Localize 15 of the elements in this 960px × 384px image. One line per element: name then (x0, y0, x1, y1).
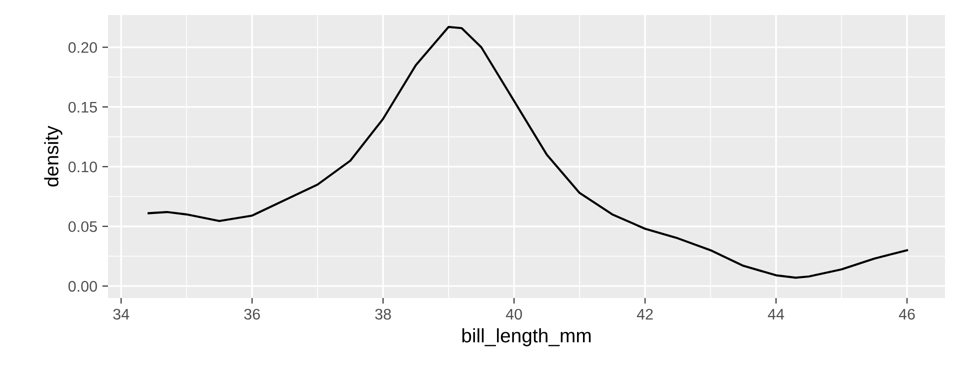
y-tick-label: 0.15 (68, 102, 97, 113)
x-tick-label: 34 (113, 308, 130, 320)
x-tick-label: 44 (768, 308, 784, 320)
line-series (148, 26, 908, 279)
x-tick-label: 40 (506, 308, 522, 320)
x-tick-label: 46 (898, 308, 915, 320)
x-tick-label: 36 (244, 308, 260, 320)
x-tick-label: 38 (375, 308, 391, 320)
y-tick-label: 0.05 (68, 221, 97, 232)
y-axis-title: density (44, 126, 62, 186)
y-tick-label: 0.00 (68, 280, 97, 292)
y-tick-label: 0.20 (68, 42, 97, 53)
x-axis-title: bill_length_mm (462, 328, 591, 346)
y-tick-label: 0.10 (68, 162, 97, 172)
x-tick-label: 42 (636, 308, 653, 320)
